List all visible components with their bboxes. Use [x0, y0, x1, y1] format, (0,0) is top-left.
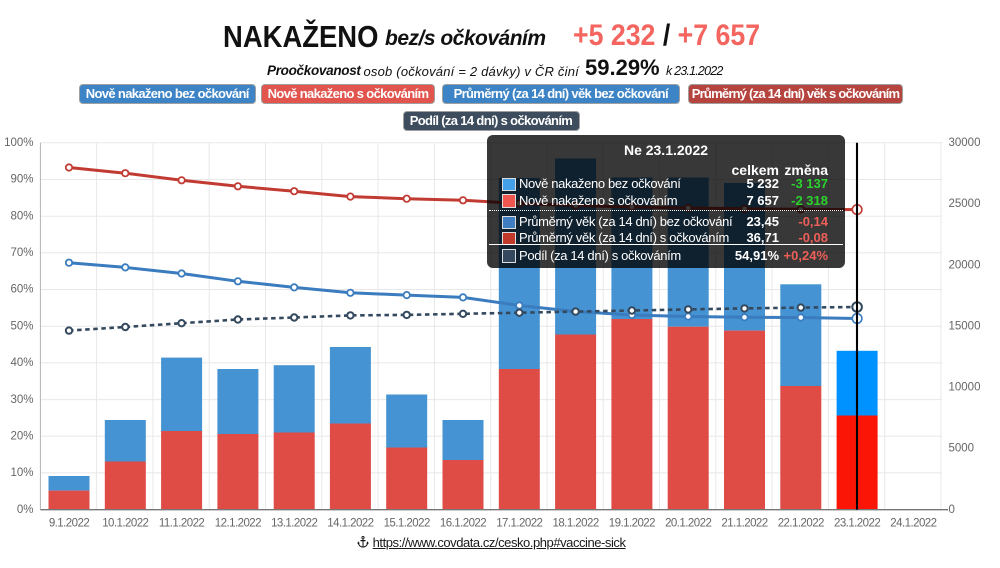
svg-text:90%: 90% — [10, 174, 33, 186]
svg-text:20%: 20% — [10, 430, 33, 442]
svg-text:5000: 5000 — [949, 443, 975, 455]
svg-text:21.1.2022: 21.1.2022 — [721, 518, 767, 530]
svg-text:12.1.2022: 12.1.2022 — [215, 518, 261, 530]
svg-text:18.1.2022: 18.1.2022 — [552, 518, 598, 530]
svg-text:60%: 60% — [10, 284, 33, 296]
svg-text:50%: 50% — [10, 320, 33, 332]
svg-text:15.1.2022: 15.1.2022 — [384, 518, 430, 530]
svg-text:70%: 70% — [10, 247, 33, 259]
svg-text:40%: 40% — [10, 357, 33, 369]
svg-text:22.1.2022: 22.1.2022 — [778, 518, 824, 530]
svg-text:20000: 20000 — [949, 259, 981, 271]
svg-text:10%: 10% — [10, 467, 33, 479]
svg-text:9.1.2022: 9.1.2022 — [49, 518, 90, 530]
svg-text:11.1.2022: 11.1.2022 — [159, 518, 205, 530]
svg-text:16.1.2022: 16.1.2022 — [440, 518, 486, 530]
svg-text:80%: 80% — [10, 210, 33, 222]
svg-text:30000: 30000 — [949, 137, 981, 149]
svg-text:15000: 15000 — [949, 320, 981, 332]
svg-text:10.1.2022: 10.1.2022 — [102, 518, 148, 530]
svg-text:24.1.2022: 24.1.2022 — [890, 518, 936, 530]
svg-text:20.1.2022: 20.1.2022 — [665, 518, 711, 530]
svg-text:19.1.2022: 19.1.2022 — [609, 518, 655, 530]
svg-text:100%: 100% — [4, 137, 33, 149]
svg-text:23.1.2022: 23.1.2022 — [834, 518, 880, 530]
svg-text:13.1.2022: 13.1.2022 — [271, 518, 317, 530]
svg-text:17.1.2022: 17.1.2022 — [496, 518, 542, 530]
svg-text:30%: 30% — [10, 394, 33, 406]
svg-text:25000: 25000 — [949, 198, 981, 210]
svg-text:0: 0 — [949, 504, 955, 516]
svg-text:10000: 10000 — [949, 382, 981, 394]
svg-text:0%: 0% — [17, 504, 34, 516]
svg-text:14.1.2022: 14.1.2022 — [327, 518, 373, 530]
